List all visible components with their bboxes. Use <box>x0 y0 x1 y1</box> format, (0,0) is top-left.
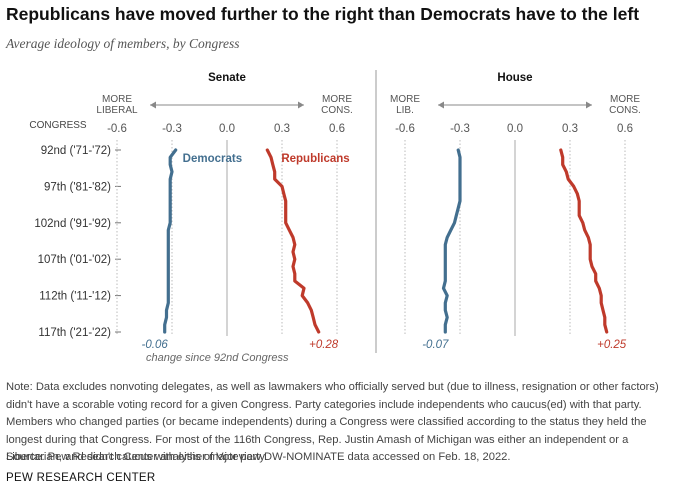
more-liberal-label: LIBERAL <box>96 105 138 116</box>
more-conservative-label: MORE <box>322 94 352 105</box>
row-label: 117th ('21-'22) <box>38 327 111 339</box>
chart-subtitle: Average ideology of members, by Congress <box>6 36 240 51</box>
republicans-change-label: +0.25 <box>597 339 627 351</box>
x-tick-label: 0.0 <box>507 123 523 135</box>
ideology-chart: CONGRESS 92nd ('71-'72) 97th ('81-'82) 102n… <box>29 70 641 364</box>
x-tick-label: 0.3 <box>562 123 578 135</box>
chart-source: Source: Pew Research Center analysis of … <box>6 451 511 463</box>
democrats-change-label: -0.07 <box>422 339 449 351</box>
x-tick-label: 0.0 <box>219 123 235 135</box>
x-tick-label: -0.6 <box>395 123 415 135</box>
republicans-change-label: +0.28 <box>309 339 339 351</box>
democrats-line <box>163 148 178 334</box>
democrats-line <box>441 148 462 334</box>
brand-name: PEW RESEARCH CENTER <box>6 472 156 484</box>
change-caption: change since 92nd Congress <box>146 352 289 364</box>
congress-header: CONGRESS <box>29 120 87 131</box>
more-conservative-label: CONS. <box>609 105 641 116</box>
row-label: 112th ('11-'12) <box>39 291 111 303</box>
row-label: 107th ('01-'02) <box>38 254 112 266</box>
x-tick-label: 0.3 <box>274 123 290 135</box>
x-tick-label: -0.6 <box>107 123 127 135</box>
panel-title: House <box>497 72 532 84</box>
panel-title: Senate <box>208 72 246 84</box>
democrats-change-label: -0.06 <box>142 339 169 351</box>
more-conservative-label: MORE <box>610 94 640 105</box>
more-liberal-label: LIB. <box>396 105 414 116</box>
more-liberal-label: MORE <box>390 94 420 105</box>
row-label: 102nd ('91-'92) <box>34 218 111 230</box>
x-tick-label: 0.6 <box>617 123 633 135</box>
arrow-right-icon <box>298 101 304 109</box>
republicans-line <box>559 148 609 334</box>
more-liberal-label: MORE <box>102 94 132 105</box>
x-tick-label: -0.3 <box>162 123 182 135</box>
x-tick-label: -0.3 <box>450 123 470 135</box>
chart-note: Note: Data excludes nonvoting delegates,… <box>6 381 659 463</box>
republicans-line <box>265 148 321 334</box>
arrow-right-icon <box>586 101 592 109</box>
row-label: 97th ('81-'82) <box>44 181 111 193</box>
row-label: 92nd ('71-'72) <box>41 145 111 157</box>
arrow-left-icon <box>438 101 444 109</box>
chart-title: Republicans have moved further to the ri… <box>6 4 640 24</box>
x-tick-label: 0.6 <box>329 123 345 135</box>
more-conservative-label: CONS. <box>321 105 353 116</box>
republicans-series-label: Republicans <box>281 153 349 165</box>
democrats-series-label: Democrats <box>183 153 242 165</box>
arrow-left-icon <box>150 101 156 109</box>
